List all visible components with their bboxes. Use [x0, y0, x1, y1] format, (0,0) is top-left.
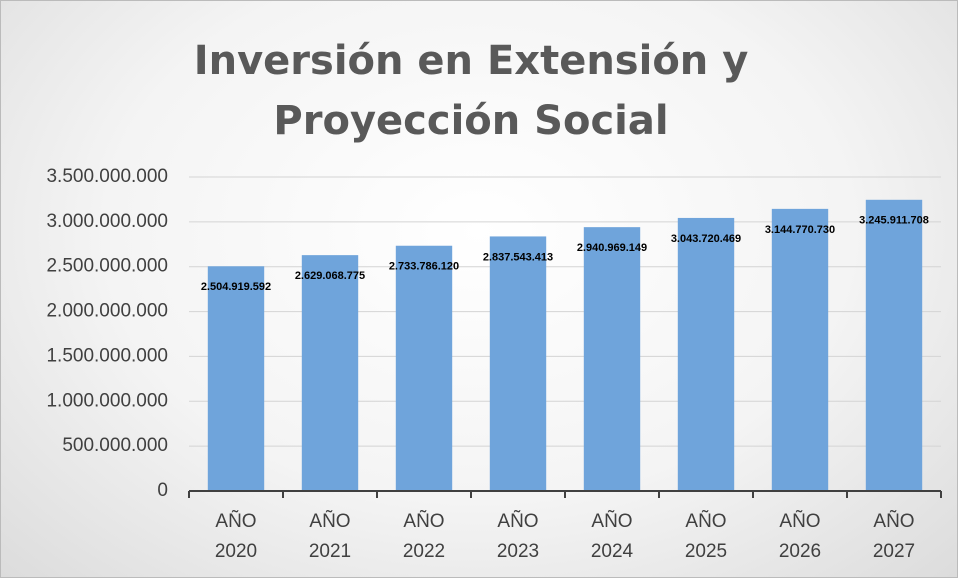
data-label: 3.245.911.708	[859, 215, 929, 227]
data-label: 2.940.969.149	[577, 242, 647, 254]
y-tick-label: 500.000.000	[62, 435, 168, 456]
bar	[395, 245, 453, 491]
data-label: 2.629.068.775	[295, 270, 365, 282]
chart-title: Inversión en Extensión y Proyección Soci…	[193, 38, 749, 144]
data-label: 2.504.919.592	[201, 281, 271, 293]
y-tick-label: 1.500.000.000	[46, 345, 168, 366]
y-tick-label: 2.500.000.000	[46, 256, 168, 277]
data-label: 2.733.786.120	[389, 261, 459, 273]
bar	[771, 208, 829, 491]
x-tick-label: AÑO 2026	[778, 511, 822, 562]
x-tick-label: AÑO 2024	[590, 511, 634, 562]
x-tick-label: AÑO 2020	[214, 511, 258, 562]
y-tick-label: 0	[157, 480, 168, 501]
bar	[207, 266, 265, 491]
y-tick-label: 3.000.000.000	[46, 211, 168, 232]
bar	[301, 255, 359, 491]
data-label: 3.043.720.469	[671, 233, 741, 245]
x-tick-label: AÑO 2025	[684, 511, 728, 562]
data-label: 2.837.543.413	[483, 251, 553, 263]
data-label: 3.144.770.730	[765, 224, 835, 236]
x-tick-label: AÑO 2022	[402, 511, 446, 562]
x-tick-label: AÑO 2027	[872, 511, 916, 562]
bar	[677, 217, 735, 491]
bar	[489, 236, 547, 491]
y-tick-label: 1.000.000.000	[46, 390, 168, 411]
y-tick-label: 2.000.000.000	[46, 301, 168, 322]
bar	[583, 227, 641, 491]
x-tick-label: AÑO 2021	[308, 511, 352, 562]
bar	[865, 199, 923, 491]
y-tick-label: 3.500.000.000	[46, 166, 168, 187]
x-tick-label: AÑO 2023	[496, 511, 540, 562]
